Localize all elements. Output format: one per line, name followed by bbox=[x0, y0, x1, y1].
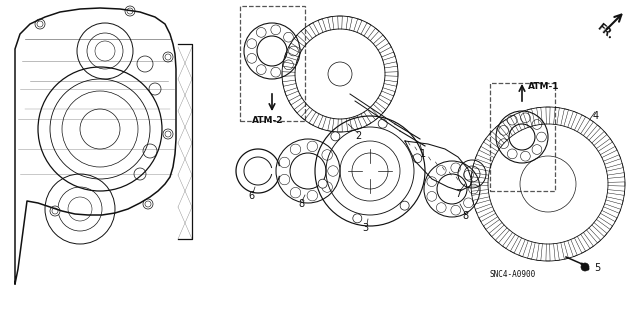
Circle shape bbox=[125, 6, 135, 16]
Text: 5: 5 bbox=[594, 263, 600, 273]
Text: 4: 4 bbox=[593, 111, 599, 121]
Circle shape bbox=[581, 263, 589, 271]
Circle shape bbox=[318, 179, 327, 188]
Circle shape bbox=[331, 132, 340, 141]
Circle shape bbox=[163, 52, 173, 62]
Text: ATM-1: ATM-1 bbox=[528, 82, 559, 91]
Circle shape bbox=[400, 201, 409, 210]
Text: 2: 2 bbox=[355, 131, 361, 141]
Circle shape bbox=[378, 119, 387, 128]
Text: 1: 1 bbox=[420, 149, 426, 159]
Text: 3: 3 bbox=[362, 223, 368, 233]
Text: ATM-2: ATM-2 bbox=[252, 116, 284, 125]
Text: 7: 7 bbox=[455, 189, 461, 199]
Bar bbox=[240, 6, 305, 121]
Circle shape bbox=[143, 199, 153, 209]
Text: 8: 8 bbox=[462, 211, 468, 221]
Text: SNC4-A0900: SNC4-A0900 bbox=[490, 270, 536, 279]
Bar bbox=[490, 83, 555, 191]
Circle shape bbox=[163, 129, 173, 139]
Text: 6: 6 bbox=[248, 191, 254, 201]
Text: 8: 8 bbox=[298, 199, 304, 209]
Circle shape bbox=[35, 19, 45, 29]
Circle shape bbox=[413, 154, 422, 163]
Text: FR.: FR. bbox=[595, 22, 615, 41]
Circle shape bbox=[353, 214, 362, 223]
Circle shape bbox=[50, 206, 60, 216]
